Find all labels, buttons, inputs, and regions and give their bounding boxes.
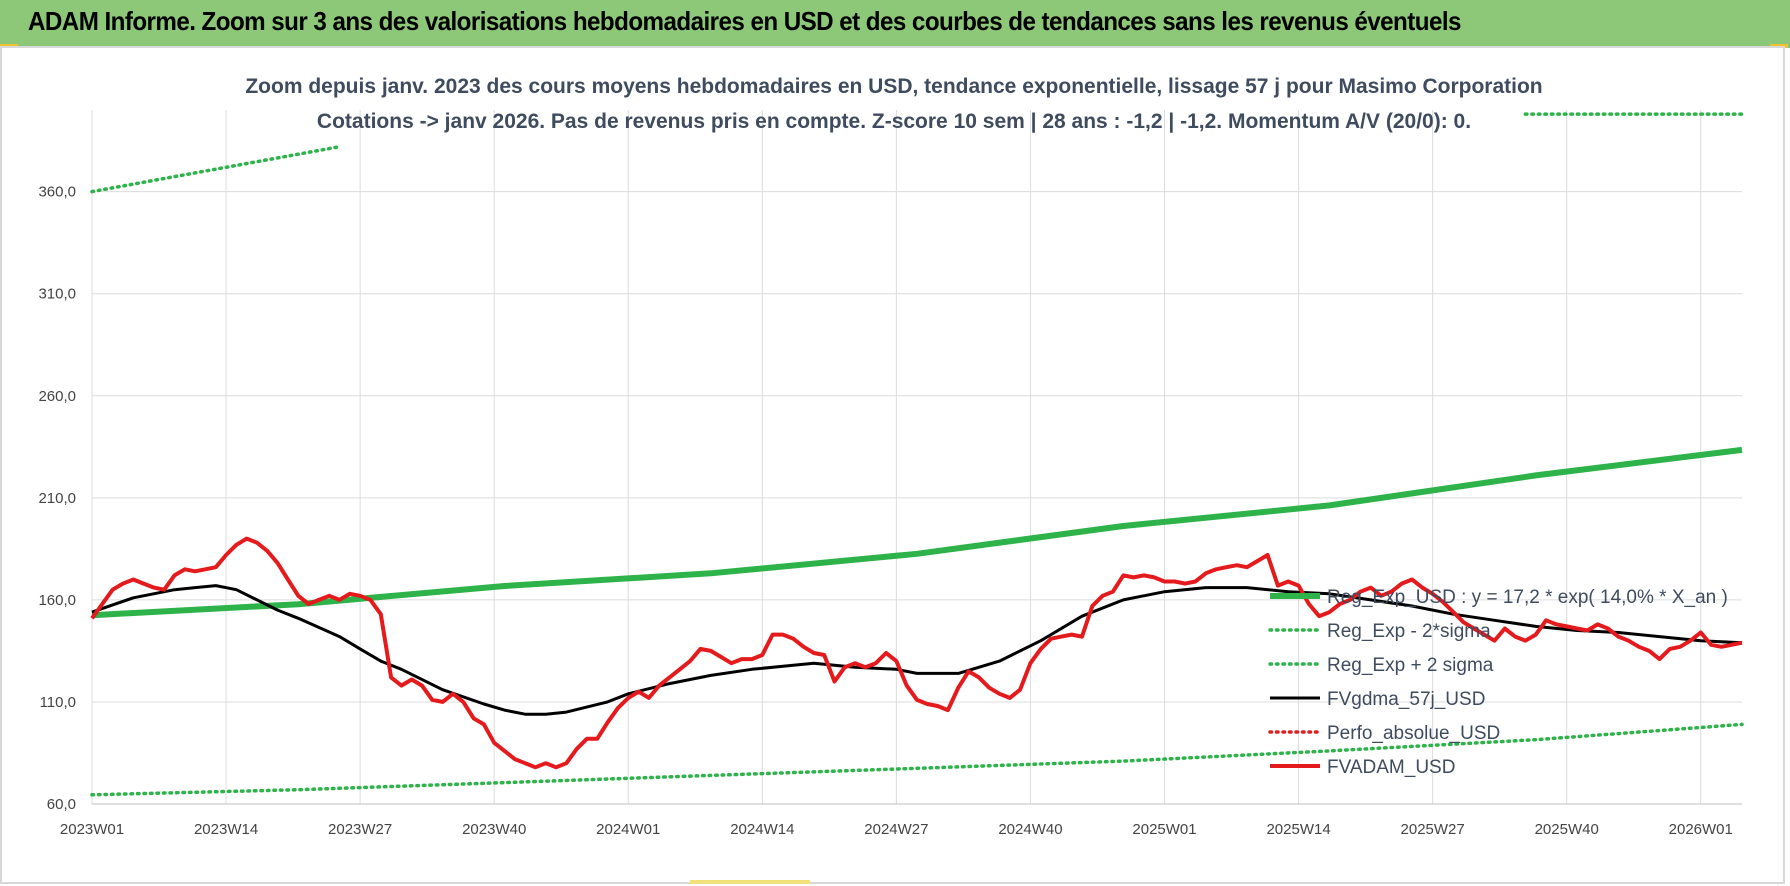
y-tick-label: 60,0 bbox=[47, 796, 76, 813]
legend-label: FVgdma_57j_USD bbox=[1327, 689, 1485, 710]
x-tick-label: 2025W01 bbox=[1132, 821, 1196, 838]
y-tick-label: 160,0 bbox=[38, 592, 76, 609]
bottom-marker bbox=[690, 880, 810, 884]
x-tick-label: 2023W27 bbox=[328, 821, 392, 838]
reg-exp-plus-2sigma-line bbox=[90, 144, 342, 194]
header-banner: ADAM Informe. Zoom sur 3 ans des valoris… bbox=[0, 0, 1790, 48]
legend-label: FVADAM_USD bbox=[1327, 757, 1455, 778]
legend-label: Reg_Exp_USD : y = 17,2 * exp( 14,0% * X_… bbox=[1327, 587, 1728, 608]
x-tick-label: 2023W40 bbox=[462, 821, 526, 838]
y-tick-label: 210,0 bbox=[38, 490, 76, 507]
chart-subtitle: Cotations -> janv 2026. Pas de revenus p… bbox=[317, 110, 1471, 133]
x-tick-label: 2024W14 bbox=[730, 821, 794, 838]
y-tick-label: 110,0 bbox=[40, 694, 76, 711]
x-tick-label: 2024W01 bbox=[596, 821, 660, 838]
legend-label: Reg_Exp - 2*sigma bbox=[1327, 621, 1491, 642]
legend-label: Reg_Exp + 2 sigma bbox=[1327, 655, 1494, 676]
x-axis-ticks: 2023W01 2023W14 2023W27 2023W40 2024W01 2024W… bbox=[60, 821, 1733, 838]
x-tick-label: 2024W40 bbox=[998, 821, 1062, 838]
legend: Reg_Exp_USD : y = 17,2 * exp( 14,0% * X_… bbox=[1268, 587, 1728, 778]
legend-label: Perfo_absolue_USD bbox=[1327, 723, 1500, 744]
grid-lines bbox=[91, 110, 1742, 805]
x-tick-label: 2025W40 bbox=[1535, 821, 1599, 838]
x-tick-label: 2023W14 bbox=[194, 821, 258, 838]
series-lines bbox=[90, 112, 1744, 797]
y-tick-label: 310,0 bbox=[38, 286, 76, 303]
chart-title: Zoom depuis janv. 2023 des cours moyens … bbox=[245, 75, 1542, 98]
y-axis-ticks: 60,0 110,0 160,0 210,0 260,0 310,0 360,0 bbox=[38, 184, 76, 813]
x-tick-label: 2026W01 bbox=[1669, 821, 1733, 838]
y-tick-label: 360,0 bbox=[38, 184, 76, 201]
x-tick-label: 2025W27 bbox=[1401, 821, 1465, 838]
y-tick-label: 260,0 bbox=[38, 388, 76, 405]
page-title: ADAM Informe. Zoom sur 3 ans des valoris… bbox=[28, 6, 1461, 36]
reg-exp-minus-2sigma-line bbox=[90, 722, 1744, 797]
chart-frame bbox=[0, 46, 1785, 884]
x-tick-label: 2024W27 bbox=[864, 821, 928, 838]
fvadam-usd-line bbox=[90, 536, 1743, 770]
fvgdma-57j-line bbox=[91, 584, 1743, 716]
x-tick-label: 2023W01 bbox=[60, 821, 124, 838]
x-tick-label: 2025W14 bbox=[1266, 821, 1330, 838]
